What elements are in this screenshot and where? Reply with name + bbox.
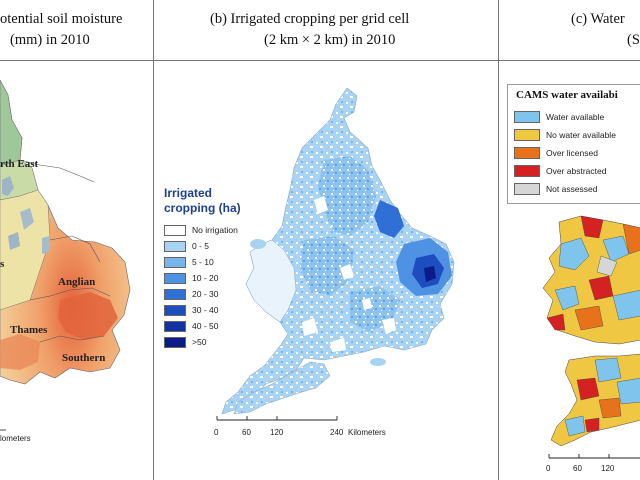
irrigation-legend-swatch xyxy=(164,288,186,300)
irrigation-legend-label: 40 - 50 xyxy=(192,321,219,331)
panel-c-title-line2: (Se xyxy=(627,32,640,48)
scale-tick-0: 0 xyxy=(214,428,219,437)
irrigation-legend: Irrigated cropping (ha) No irrigation 0 -… xyxy=(164,186,274,366)
panel-a-title-line1: otential soil moisture xyxy=(0,11,123,27)
cams-legend-item: Over licensed xyxy=(514,147,598,159)
irrigation-legend-item: 40 - 50 xyxy=(164,320,218,332)
cams-legend-item: Over abstracted xyxy=(514,165,606,177)
cams-legend-swatch xyxy=(514,111,540,123)
irrigation-legend-swatch xyxy=(164,256,186,268)
cams-legend: CAMS water availabi Water available No wa… xyxy=(507,84,640,204)
cams-legend-label: Over abstracted xyxy=(546,166,607,176)
irrigation-legend-item: >50 xyxy=(164,336,206,348)
cams-legend-item: No water available xyxy=(514,129,616,141)
panel-water-availability: (c) Water (Se CAMS water availabi xyxy=(498,0,640,480)
panel-b-title-line1: (b) Irrigated cropping per grid cell xyxy=(210,11,410,27)
scale-bar xyxy=(216,416,338,421)
irrigation-legend-label: No irrigation xyxy=(192,225,238,235)
panel-b-title-line2: (2 km × 2 km) in 2010 xyxy=(264,32,396,48)
irrigation-legend-item: 30 - 40 xyxy=(164,304,218,316)
cams-legend-swatch xyxy=(514,129,540,141)
irrigation-legend-label: 5 - 10 xyxy=(192,257,214,267)
irrigation-legend-item: 5 - 10 xyxy=(164,256,214,268)
irrigation-legend-swatch xyxy=(164,320,186,332)
cams-legend-label: No water available xyxy=(546,130,616,140)
panel-a-title-line2: (mm) in 2010 xyxy=(10,32,90,48)
panel-b-header: (b) Irrigated cropping per grid cell (2 … xyxy=(154,0,498,61)
irrigation-legend-title-line2: cropping (ha) xyxy=(164,201,241,215)
cams-scale-bar xyxy=(548,454,640,459)
panel-soil-moisture: otential soil moisture (mm) in 2010 xyxy=(0,0,153,480)
irrigation-legend-item: 0 - 5 xyxy=(164,240,209,252)
irrigation-legend-label: >50 xyxy=(192,337,207,347)
irrigation-legend-item: 10 - 20 xyxy=(164,272,218,284)
irrigation-legend-swatch xyxy=(164,240,186,252)
region-label-west: s xyxy=(0,258,5,270)
irrigation-legend-title-line1: Irrigated xyxy=(164,186,213,200)
irrigation-legend-swatch xyxy=(164,272,186,284)
irrigation-legend-swatch xyxy=(164,336,186,348)
region-label-thames: Thames xyxy=(10,324,48,336)
irrigation-legend-label: 20 - 30 xyxy=(192,289,219,299)
scale-tick-120: 120 xyxy=(270,428,284,437)
panel-c-title-line1: (c) Water xyxy=(571,11,625,27)
irrigation-legend-label: 10 - 20 xyxy=(192,273,219,283)
panel-c-header: (c) Water (Se xyxy=(499,0,640,61)
panel-irrigated-cropping: (b) Irrigated cropping per grid cell (2 … xyxy=(153,0,498,480)
cams-legend-title: CAMS water availabi xyxy=(516,89,618,101)
region-label-north-east: rth East xyxy=(0,158,39,170)
cams-scale-tick-120: 120 xyxy=(601,464,615,473)
cams-scale-tick-0: 0 xyxy=(546,464,551,473)
soil-moisture-map xyxy=(0,79,131,431)
cams-legend-label: Not assessed xyxy=(546,184,598,194)
cams-legend-label: Water available xyxy=(546,112,605,122)
soil-map-north-green xyxy=(0,79,23,167)
region-label-anglian: Anglian xyxy=(58,276,96,288)
irrigation-legend-item: 20 - 30 xyxy=(164,288,218,300)
irrigation-legend-label: 30 - 40 xyxy=(192,305,219,315)
cams-legend-label: Over licensed xyxy=(546,148,598,158)
panel-a-header: otential soil moisture (mm) in 2010 xyxy=(0,0,153,61)
panel-a-scale-unit: lometers xyxy=(0,434,31,443)
cams-legend-swatch xyxy=(514,165,540,177)
cams-legend-item: Not assessed xyxy=(514,183,598,195)
irrigation-legend-swatch xyxy=(164,304,186,316)
scale-tick-240: 240 xyxy=(330,428,344,437)
cams-legend-swatch xyxy=(514,183,540,195)
cams-scale-tick-60: 60 xyxy=(573,464,582,473)
irrigation-map xyxy=(216,87,455,421)
irrigation-legend-label: 0 - 5 xyxy=(192,241,210,251)
region-label-southern: Southern xyxy=(62,352,106,364)
cams-legend-swatch xyxy=(514,147,540,159)
irrigation-legend-swatch xyxy=(164,224,186,236)
cams-legend-item: Water available xyxy=(514,111,604,123)
cams-map xyxy=(542,215,640,459)
scale-unit: Kilometers xyxy=(348,428,386,437)
scale-tick-60: 60 xyxy=(242,428,251,437)
irrigation-legend-item: No irrigation xyxy=(164,224,238,236)
